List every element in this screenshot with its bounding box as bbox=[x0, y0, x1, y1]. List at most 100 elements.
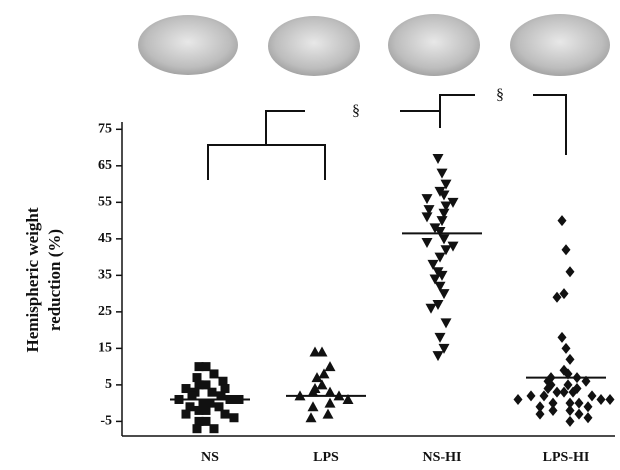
point bbox=[587, 390, 597, 402]
point bbox=[194, 416, 204, 426]
point bbox=[559, 386, 569, 398]
point bbox=[568, 386, 578, 398]
point bbox=[432, 154, 444, 165]
point bbox=[218, 376, 228, 386]
x-tick-label: NS bbox=[201, 450, 219, 465]
point bbox=[192, 373, 202, 383]
point bbox=[429, 223, 441, 234]
point bbox=[535, 401, 545, 413]
point bbox=[201, 362, 211, 372]
point bbox=[201, 416, 211, 426]
point bbox=[535, 408, 545, 420]
point bbox=[440, 179, 452, 190]
y-label-line: reduction (%) bbox=[45, 229, 64, 331]
point bbox=[324, 361, 336, 372]
point bbox=[185, 402, 195, 412]
point bbox=[596, 393, 606, 405]
point bbox=[432, 351, 444, 362]
point bbox=[563, 379, 573, 391]
point bbox=[543, 383, 553, 395]
brain-images bbox=[138, 14, 610, 76]
point bbox=[220, 384, 230, 394]
point bbox=[309, 346, 321, 357]
point bbox=[557, 331, 567, 343]
point bbox=[557, 215, 567, 227]
point bbox=[438, 289, 450, 300]
y-axis-label: Hemispheric weight reduction (%) bbox=[23, 207, 64, 352]
point bbox=[438, 190, 450, 201]
point bbox=[305, 412, 317, 423]
point bbox=[311, 372, 323, 383]
point bbox=[194, 380, 204, 390]
annotation: § bbox=[496, 87, 504, 104]
point bbox=[318, 368, 330, 379]
point bbox=[214, 402, 224, 412]
point bbox=[216, 391, 226, 401]
y-tick-label: 15 bbox=[98, 341, 112, 356]
point bbox=[565, 415, 575, 427]
point bbox=[209, 369, 219, 379]
point bbox=[181, 409, 191, 419]
point bbox=[561, 244, 571, 256]
point bbox=[440, 245, 452, 256]
point bbox=[207, 387, 217, 397]
point bbox=[181, 384, 191, 394]
point bbox=[421, 212, 433, 223]
point bbox=[438, 234, 450, 245]
point bbox=[574, 397, 584, 409]
point bbox=[436, 216, 448, 227]
point bbox=[307, 386, 319, 397]
significance-brackets bbox=[207, 94, 567, 180]
x-tick-label: NS-HI bbox=[423, 450, 462, 465]
point bbox=[434, 252, 446, 263]
point bbox=[425, 303, 437, 314]
point bbox=[427, 259, 439, 270]
point bbox=[440, 201, 452, 212]
point bbox=[447, 197, 459, 208]
point bbox=[205, 398, 215, 408]
point bbox=[316, 346, 328, 357]
x-tick-label: LPS bbox=[313, 450, 339, 465]
point bbox=[194, 405, 204, 415]
point bbox=[438, 343, 450, 354]
point bbox=[316, 379, 328, 390]
point bbox=[209, 424, 219, 434]
point bbox=[187, 391, 197, 401]
point bbox=[229, 413, 239, 423]
point bbox=[583, 412, 593, 424]
point bbox=[436, 168, 448, 179]
annotation: § bbox=[352, 103, 360, 120]
point bbox=[434, 281, 446, 292]
point bbox=[440, 318, 452, 329]
point bbox=[220, 409, 230, 419]
brain-image bbox=[138, 15, 238, 75]
point bbox=[324, 397, 336, 408]
y-tick-label: 5 bbox=[105, 377, 112, 392]
y-tick-label: 25 bbox=[98, 304, 112, 319]
y-tick-label: 45 bbox=[98, 231, 112, 246]
point bbox=[429, 274, 441, 285]
point bbox=[605, 393, 615, 405]
y-label-line: Hemispheric weight bbox=[23, 207, 42, 352]
y-tick-label: 65 bbox=[98, 158, 112, 173]
point bbox=[583, 401, 593, 413]
point bbox=[324, 386, 336, 397]
point bbox=[565, 397, 575, 409]
point bbox=[561, 342, 571, 354]
brain-image bbox=[510, 14, 610, 76]
point bbox=[552, 291, 562, 303]
x-tick-label: LPS-HI bbox=[543, 450, 590, 465]
point bbox=[559, 288, 569, 300]
point bbox=[552, 386, 562, 398]
point bbox=[322, 408, 334, 419]
point bbox=[539, 390, 549, 402]
point bbox=[565, 404, 575, 416]
point bbox=[434, 332, 446, 343]
point bbox=[513, 393, 523, 405]
point bbox=[342, 393, 354, 404]
point bbox=[201, 380, 211, 390]
point bbox=[436, 270, 448, 281]
point bbox=[192, 424, 202, 434]
point bbox=[574, 408, 584, 420]
